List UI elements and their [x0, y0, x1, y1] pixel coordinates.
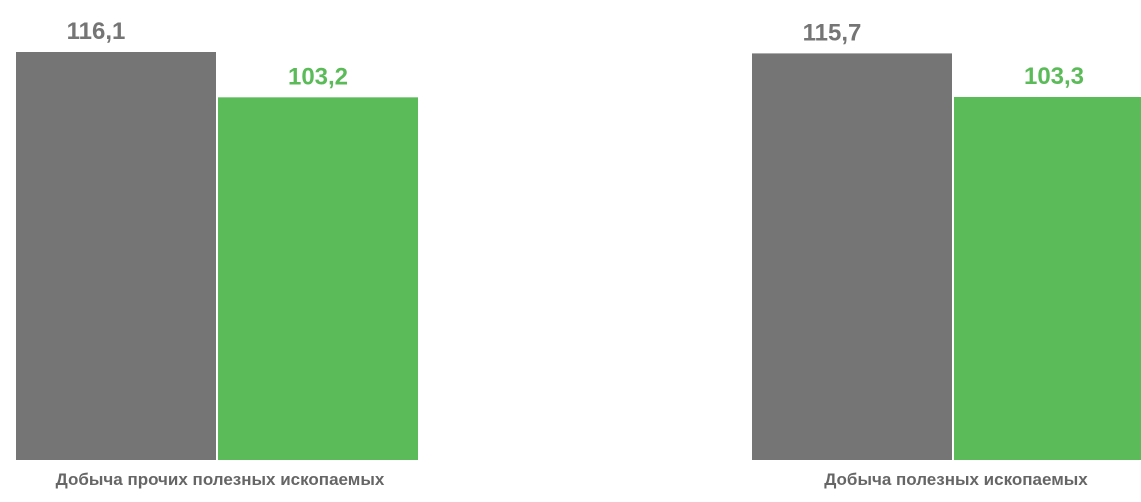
bar-grey — [16, 52, 216, 460]
data-label: 103,3 — [1024, 63, 1084, 90]
category-label: Добыча прочих полезных ископаемых — [56, 470, 385, 489]
data-label: 103,2 — [288, 63, 348, 90]
data-label: 115,7 — [803, 19, 862, 46]
bar-grey — [752, 53, 952, 460]
category-group: 116,1 103,2 Добыча прочих полезных ископае… — [16, 18, 418, 489]
bar-green — [218, 97, 418, 460]
bar-green — [954, 96, 1141, 461]
category-group: 115,7 103,3 Добыча полезных ископаемых — [752, 19, 1141, 489]
category-label: Добыча полезных ископаемых — [824, 470, 1088, 489]
data-label: 116,1 — [67, 18, 126, 45]
